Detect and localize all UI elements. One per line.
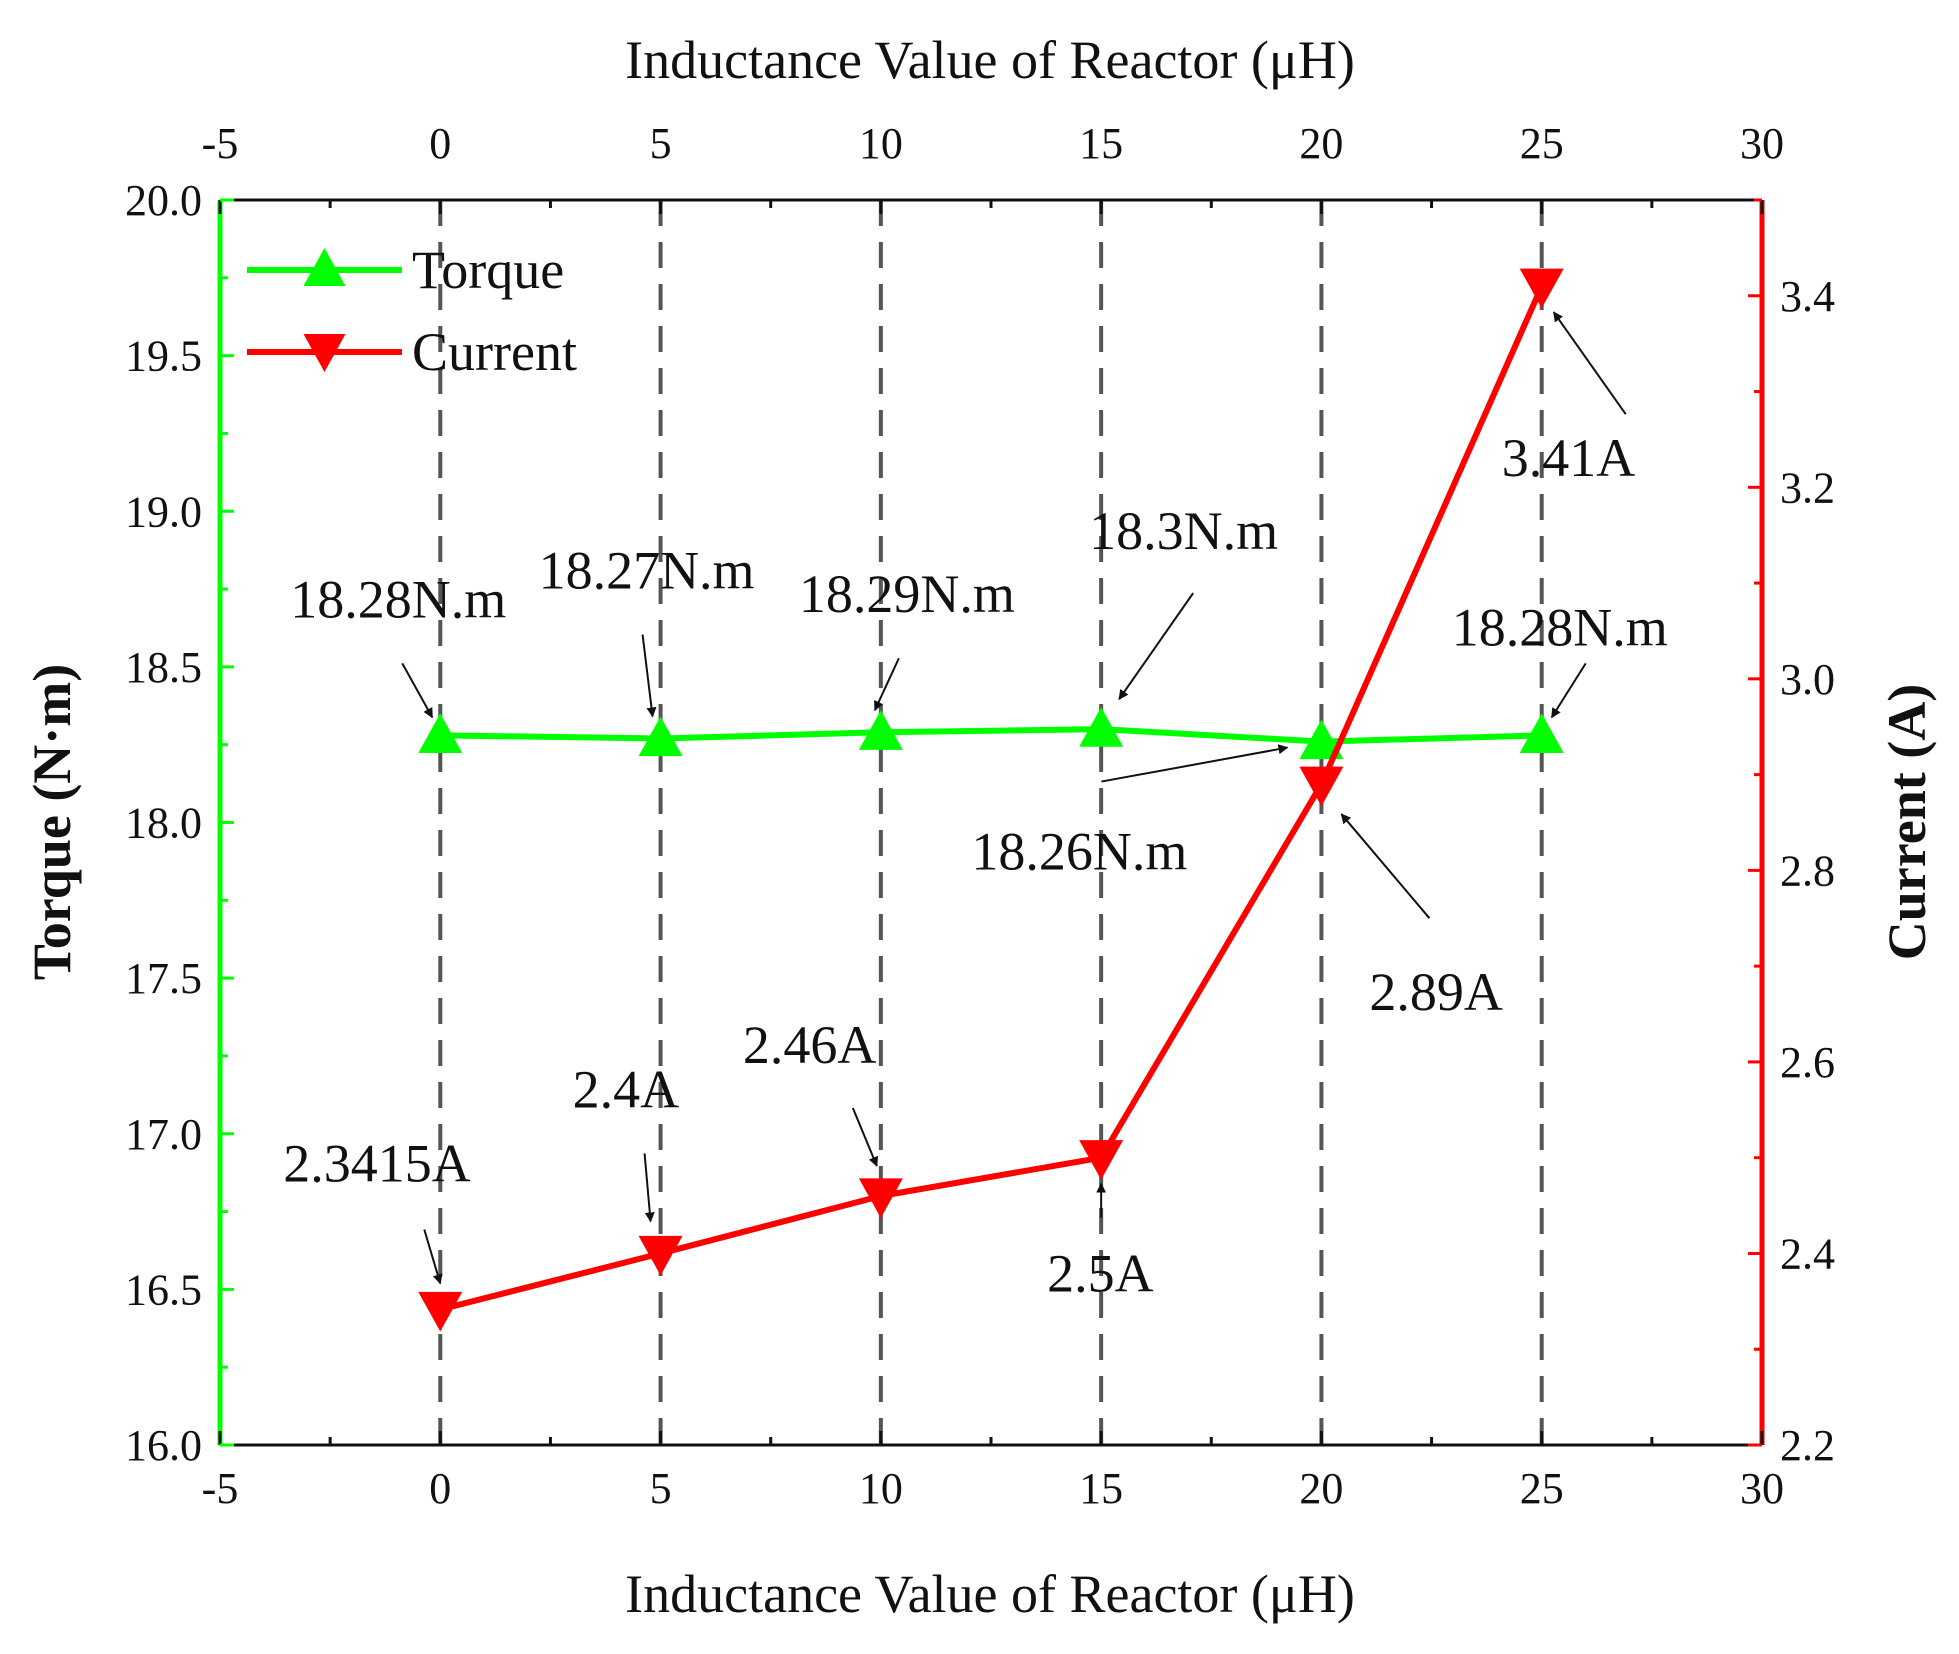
torque-point-3 (1079, 707, 1124, 747)
y-right-tick-label: 2.6 (1780, 1038, 1835, 1087)
torque-point-4 (1299, 719, 1344, 760)
legend-torque-label: Torque (412, 240, 564, 300)
y-left-tick-label: 19.0 (125, 487, 202, 536)
current-line (439, 284, 1545, 1313)
y-right-tick-label: 3.4 (1780, 272, 1835, 321)
current-point-1 (638, 1235, 683, 1276)
series-torque (418, 707, 1564, 760)
current-annotation-label-2: 2.46A (743, 1015, 877, 1075)
y-left-tick-label: 18.5 (125, 643, 202, 692)
y-left-tick-label: 19.5 (125, 332, 202, 381)
torque-annotation-label-1: 18.27N.m (539, 540, 755, 600)
torque-point-0 (418, 713, 463, 753)
torque-annotation-pointer-5 (1550, 662, 1587, 719)
torque-annotation-label-0: 18.28N.m (290, 569, 506, 629)
y-right-tick-label: 3.2 (1780, 463, 1835, 512)
left-y-axis-ticks: 16.0 16.5 17.0 17.5 18.0 18.5 19.0 19.5 20.0 (125, 176, 234, 1470)
current-annotation-pointer-5 (1552, 311, 1627, 415)
right-y-axis-ticks: 2.2 2.4 2.6 2.8 3.0 3.2 3.4 (1748, 198, 1835, 1470)
x-axis-title-bottom: Inductance Value of Reactor (μH) (625, 1564, 1355, 1624)
legend-torque-marker (303, 248, 346, 286)
torque-line (440, 726, 1542, 745)
current-point-5 (1519, 268, 1564, 309)
current-point-4 (1299, 766, 1344, 807)
current-annotation-label-1: 2.4A (573, 1059, 680, 1119)
legend-current-label: Current (412, 322, 577, 382)
y-axis-title-left: Torque (N·m) (22, 664, 82, 981)
y-right-tick-label: 2.2 (1780, 1421, 1835, 1470)
x-tick-label-top: -5 (202, 119, 239, 168)
x-tick-label-bottom: -5 (202, 1464, 239, 1513)
torque-annotation-pointer-1 (641, 634, 657, 718)
x-axis-ticks: -5 -5 0 0 5 5 10 10 15 15 20 20 25 25 30 30 (202, 119, 1784, 1513)
series-current (418, 268, 1564, 1332)
y-right-tick-label: 2.8 (1780, 846, 1835, 895)
x-tick-label-top: 25 (1520, 119, 1564, 168)
current-annotation-pointer-1 (643, 1153, 655, 1223)
x-tick-label-bottom: 20 (1299, 1464, 1343, 1513)
data-annotations: 18.28N.m 18.27N.m 18.29N.m 18.3N.m 18.26N.m 1… (283, 311, 1668, 1304)
y-left-tick-label: 16.0 (125, 1421, 202, 1470)
torque-annotation-pointer-3 (1118, 592, 1194, 700)
torque-annotation-label-2: 18.29N.m (799, 564, 1015, 624)
current-annotation-pointer-2 (851, 1107, 879, 1167)
y-axis-title-right: Current (A) (1877, 684, 1937, 960)
y-right-tick-label: 3.0 (1780, 655, 1835, 704)
torque-annotation-label-4: 18.26N.m (971, 822, 1187, 882)
legend: Torque Current (247, 240, 577, 382)
torque-annotation-pointer-0 (401, 662, 434, 719)
torque-annotation-label-5: 18.28N.m (1452, 597, 1668, 657)
x-tick-label-top: 15 (1079, 119, 1123, 168)
x-tick-label-bottom: 10 (859, 1464, 903, 1513)
current-annotation-pointer-4 (1340, 813, 1431, 919)
y-right-tick-label: 2.4 (1780, 1229, 1835, 1278)
y-left-tick-label: 17.5 (125, 954, 202, 1003)
x-tick-label-top: 20 (1299, 119, 1343, 168)
torque-annotation-label-3: 18.3N.m (1089, 501, 1278, 561)
x-tick-label-top: 0 (429, 119, 451, 168)
current-annotation-label-3: 2.5A (1047, 1244, 1154, 1304)
current-annotation-label-0: 2.3415A (283, 1133, 471, 1193)
torque-annotation-pointer-4 (1101, 744, 1289, 783)
x-tick-label-top: 5 (650, 119, 672, 168)
torque-annotation-pointer-2 (873, 657, 900, 712)
current-annotation-label-4: 2.89A (1369, 962, 1503, 1022)
x-tick-label-top: 10 (859, 119, 903, 168)
x-tick-label-bottom: 0 (429, 1464, 451, 1513)
torque-point-5 (1519, 713, 1564, 753)
current-annotation-pointer-0 (423, 1229, 443, 1285)
x-tick-label-bottom: 25 (1520, 1464, 1564, 1513)
y-left-tick-label: 17.0 (125, 1110, 202, 1159)
legend-current-marker (303, 334, 346, 372)
current-point-2 (858, 1178, 903, 1218)
y-left-tick-label: 16.5 (125, 1265, 202, 1314)
current-point-3 (1079, 1140, 1124, 1180)
torque-point-1 (638, 716, 683, 757)
x-tick-label-top: 30 (1740, 119, 1784, 168)
x-axis-title-top: Inductance Value of Reactor (μH) (625, 30, 1355, 90)
current-point-0 (418, 1291, 463, 1332)
x-tick-label-bottom: 15 (1079, 1464, 1123, 1513)
torque-point-2 (858, 710, 903, 750)
current-annotation-label-5: 3.41A (1502, 428, 1636, 488)
x-tick-label-bottom: 30 (1740, 1464, 1784, 1513)
y-left-tick-label: 20.0 (125, 176, 202, 225)
y-left-tick-label: 18.0 (125, 799, 202, 848)
x-tick-label-bottom: 5 (650, 1464, 672, 1513)
